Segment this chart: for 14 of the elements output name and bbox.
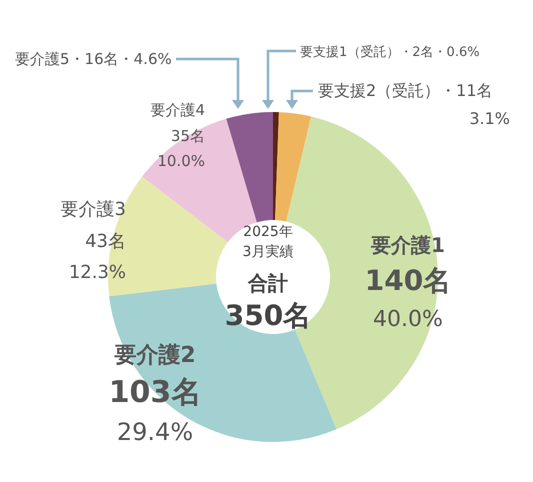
text: 合計 350名	[224, 271, 312, 332]
slice-label: 要介護5・16名・4.6%	[15, 50, 172, 68]
slice-label: 要介護1	[370, 233, 445, 257]
slice-label: 要介護4	[150, 101, 205, 119]
text: 2025年 3月実績	[242, 224, 294, 260]
data-label: 35名 10.0%	[157, 127, 205, 170]
donut-slice	[226, 112, 273, 222]
donut-slice	[275, 112, 312, 222]
slice-label: 要支援1（受託）・2名・0.6%	[300, 45, 480, 60]
data-label: 103名 29.4%	[108, 375, 202, 446]
slice-label: 要介護2	[113, 343, 196, 368]
slice-label: 要介護3	[60, 199, 126, 220]
donut-slice	[273, 112, 279, 220]
slice-label: 要支援2（受託）・11名 3.1%	[318, 81, 510, 128]
